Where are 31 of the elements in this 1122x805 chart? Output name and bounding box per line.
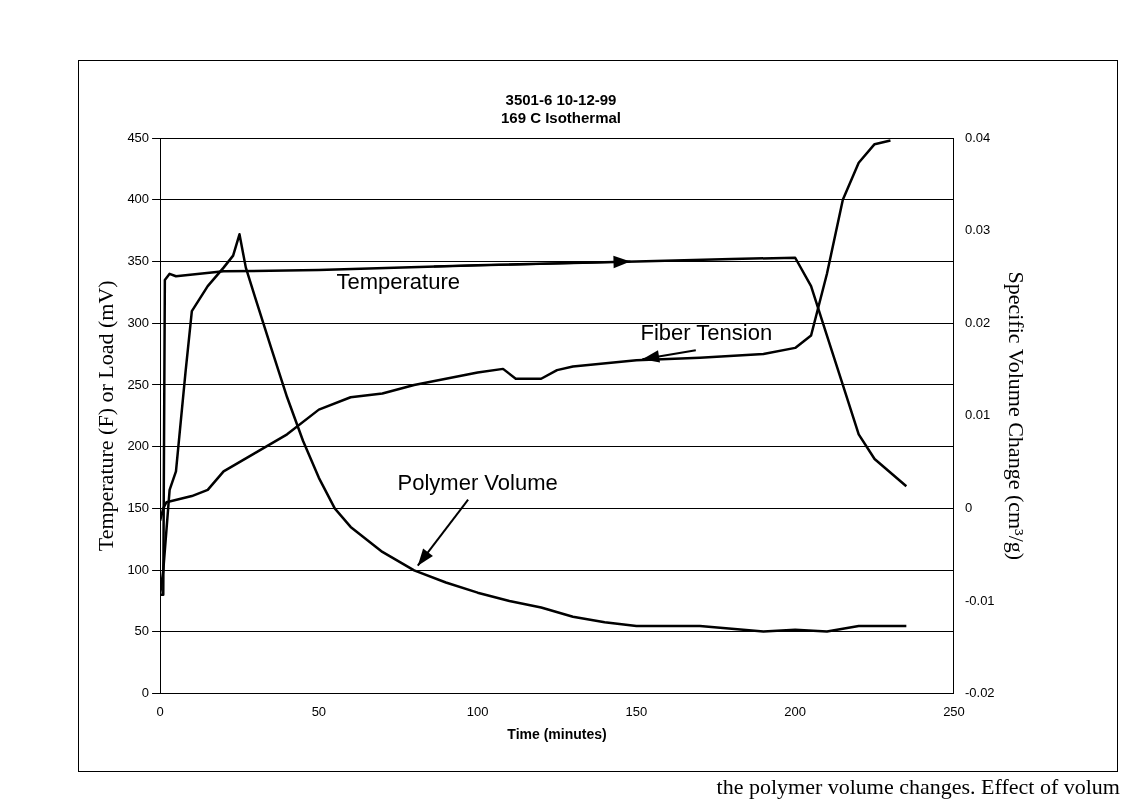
y-tick-label: 400	[127, 191, 150, 207]
series-label: Temperature	[336, 268, 461, 294]
y2-tick-label: -0.02	[964, 685, 995, 701]
x-axis-title: Time (minutes)	[507, 726, 607, 743]
y2-tick-label: -0.01	[964, 592, 995, 608]
y-tick-label: 350	[127, 253, 150, 269]
y-tick-label: 100	[127, 561, 150, 577]
y-axis-title: Temperature (F) or Load (mV)	[92, 280, 118, 552]
y-tick-label: 450	[127, 129, 150, 145]
y-tick-label: 250	[127, 376, 150, 392]
y-tick-label: 300	[127, 314, 150, 330]
y-tick-label: 50	[134, 623, 150, 639]
series-label: Fiber Tension	[640, 320, 773, 346]
y-tick-label: 150	[127, 499, 150, 515]
y2-tick-label: 0.02	[964, 314, 991, 330]
y2-tick-label: 0	[964, 499, 973, 515]
x-tick-label: 150	[625, 703, 648, 719]
y2-tick-label: 0.01	[964, 407, 991, 423]
x-tick-label: 0	[156, 703, 164, 719]
x-tick-label: 100	[466, 703, 489, 719]
y2-tick-label: 0.03	[964, 222, 991, 238]
y-tick-label: 0	[141, 685, 150, 701]
y2-axis-title: Specific Volume Change (cm³/g)	[1004, 271, 1030, 561]
x-tick-label: 200	[784, 703, 807, 719]
chart-title: 3501-6 10-12-99 169 C Isothermal	[500, 91, 622, 127]
x-tick-label: 250	[943, 703, 965, 719]
x-tick-label: 50	[311, 703, 327, 719]
text: Polymer Volume	[397, 469, 558, 495]
y2-tick-label: 0.04	[964, 129, 991, 145]
text: the polymer volume changes. Effect of volum	[715, 774, 1120, 800]
y-tick-label: 200	[127, 438, 150, 454]
